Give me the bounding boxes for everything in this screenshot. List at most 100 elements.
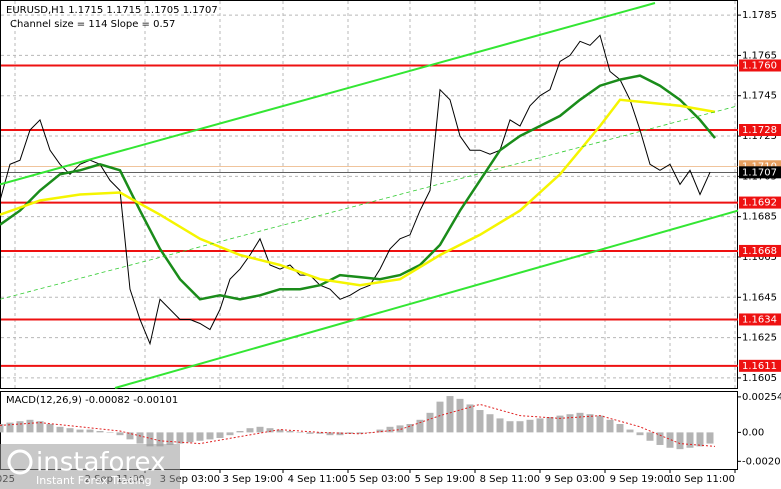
watermark-icon bbox=[7, 449, 33, 475]
histogram-bar bbox=[136, 432, 144, 444]
level-label: 1.1728 bbox=[742, 125, 777, 136]
histogram-bar bbox=[496, 418, 504, 433]
histogram-bar bbox=[106, 432, 114, 433]
histogram-bar bbox=[256, 426, 264, 433]
histogram-bar bbox=[146, 432, 154, 447]
histogram-bar bbox=[276, 429, 284, 433]
price-label: 1.1707 bbox=[742, 167, 777, 178]
line bbox=[0, 74, 716, 301]
histogram-bar bbox=[626, 429, 634, 433]
macd-title: MACD(12,26,9) -0.00082 -0.00101 bbox=[6, 395, 178, 406]
histogram-bar bbox=[16, 421, 24, 433]
histogram-bar bbox=[216, 432, 224, 438]
histogram-bar bbox=[526, 419, 534, 433]
line bbox=[114, 209, 739, 389]
histogram-bar bbox=[686, 432, 694, 448]
histogram-bar bbox=[446, 396, 454, 433]
histogram-bar bbox=[196, 432, 204, 441]
chart-subtitle: Channel size = 114 Slope = 0.57 bbox=[10, 19, 175, 30]
level-label-bg bbox=[739, 59, 781, 72]
level-label-bg bbox=[739, 124, 781, 136]
y-tick-label: 1.1745 bbox=[742, 91, 777, 102]
level-label: 1.1692 bbox=[742, 198, 777, 209]
histogram-bar bbox=[36, 421, 44, 433]
histogram-bar bbox=[326, 432, 334, 436]
y-tick-label: 0.00 bbox=[742, 427, 764, 438]
histogram-bar bbox=[156, 432, 164, 447]
histogram-bar bbox=[246, 428, 254, 433]
histogram-bar bbox=[706, 432, 714, 444]
y-tick-label: 1.1785 bbox=[742, 10, 777, 21]
line bbox=[0, 2, 656, 186]
histogram-bar bbox=[26, 419, 34, 433]
x-tick-label: 9 Sep 19:00 bbox=[610, 474, 670, 485]
y-tick-label: 1.1665 bbox=[742, 252, 777, 263]
histogram-bar bbox=[96, 430, 104, 433]
histogram-bar bbox=[666, 432, 674, 448]
line bbox=[0, 105, 739, 300]
x-tick-label: 8 Sep 11:00 bbox=[480, 474, 540, 485]
line bbox=[0, 34, 711, 346]
histogram-bar bbox=[566, 414, 574, 433]
histogram-bar bbox=[316, 432, 324, 434]
y-tick-label: 1.1725 bbox=[742, 131, 777, 142]
histogram-bar bbox=[656, 432, 664, 445]
histogram-bar bbox=[296, 432, 304, 433]
histogram-bar bbox=[226, 432, 234, 436]
histogram-bar bbox=[186, 432, 194, 443]
histogram-bar bbox=[406, 424, 414, 433]
histogram-bar bbox=[236, 430, 244, 433]
y-tick-label: 1.1645 bbox=[742, 292, 777, 303]
line bbox=[0, 403, 716, 447]
histogram-bar bbox=[206, 432, 214, 440]
x-tick-label: 5 Sep 03:00 bbox=[350, 474, 410, 485]
histogram-bar bbox=[506, 421, 514, 433]
histogram-bar bbox=[696, 432, 704, 447]
histogram-bar bbox=[536, 418, 544, 433]
histogram-bar bbox=[166, 432, 174, 445]
histogram-bar bbox=[486, 414, 494, 433]
level-label: 1.1760 bbox=[742, 61, 777, 72]
histogram-bar bbox=[426, 412, 434, 433]
histogram-bar bbox=[286, 430, 294, 433]
histogram-bar bbox=[586, 414, 594, 433]
histogram-bar bbox=[116, 432, 124, 436]
histogram-bar bbox=[56, 426, 64, 433]
histogram-bar bbox=[76, 429, 84, 433]
histogram-bar bbox=[126, 432, 134, 440]
y-tick-label: 1.1765 bbox=[742, 50, 777, 61]
histogram-bar bbox=[676, 432, 684, 450]
x-tick-label: 3 Sep 03:00 bbox=[160, 474, 220, 485]
main-panel bbox=[0, 0, 738, 389]
level-label: 1.1611 bbox=[742, 361, 777, 372]
level-label-bg bbox=[739, 196, 781, 209]
x-tick-label: 5 Sep 19:00 bbox=[415, 474, 475, 485]
watermark-tagline: Instant Forex Trading bbox=[36, 474, 152, 487]
level-label-bg bbox=[739, 313, 781, 326]
histogram-bar bbox=[466, 404, 474, 433]
histogram-bar bbox=[396, 425, 404, 433]
price-label-bg bbox=[739, 166, 781, 179]
histogram-bar bbox=[516, 421, 524, 433]
histogram-bar bbox=[616, 424, 624, 433]
histogram-bar bbox=[476, 410, 484, 433]
x-tick-label: 9 Sep 03:00 bbox=[545, 474, 605, 485]
histogram-bar bbox=[46, 424, 54, 433]
histogram-bar bbox=[0, 424, 4, 433]
x-tick-label: 10 Sep 11:00 bbox=[668, 474, 735, 485]
x-tick-label: 4 Sep 11:00 bbox=[288, 474, 348, 485]
histogram-bar bbox=[336, 432, 344, 436]
y-tick-label: -0.00207 bbox=[742, 456, 781, 467]
histogram-bar bbox=[576, 412, 584, 433]
histogram-bar bbox=[456, 398, 464, 433]
histogram-bar bbox=[596, 415, 604, 433]
histogram-bar bbox=[606, 419, 614, 433]
histogram-bar bbox=[356, 432, 364, 434]
histogram-bar bbox=[266, 428, 274, 433]
y-tick-label: 1.1625 bbox=[742, 333, 777, 344]
watermark: instaforex Instant Forex Trading bbox=[0, 444, 180, 489]
level-label: 1.1668 bbox=[742, 246, 777, 257]
level-label-bg bbox=[739, 244, 781, 257]
